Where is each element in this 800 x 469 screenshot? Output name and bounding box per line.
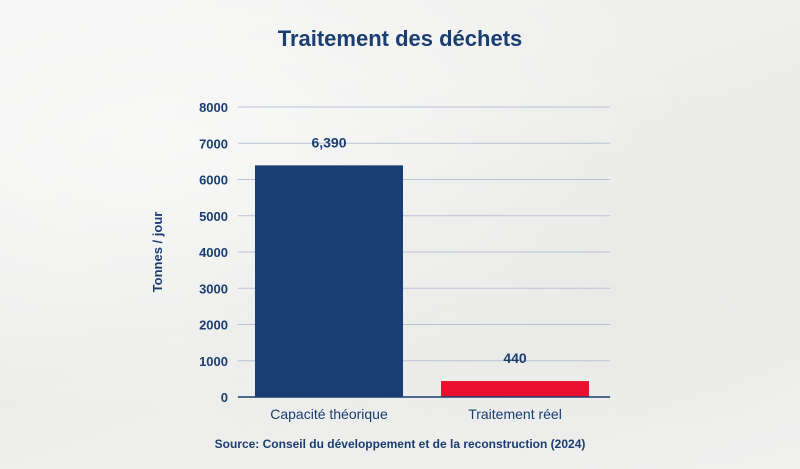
bar: [441, 381, 589, 397]
data-label: 6,390: [311, 134, 346, 150]
bars: [255, 165, 589, 397]
bar: [255, 165, 403, 397]
y-axis-title: Tonnes / jour: [150, 212, 165, 293]
y-tick-label: 8000: [199, 100, 228, 115]
y-tick-label: 3000: [199, 281, 228, 296]
data-label: 440: [503, 350, 527, 366]
y-axis-ticks: 0 1000 2000 3000 4000 5000 6000 7000 8000: [199, 100, 228, 405]
y-tick-label: 0: [221, 390, 228, 405]
y-tick-label: 5000: [199, 209, 228, 224]
y-tick-label: 4000: [199, 245, 228, 260]
y-tick-label: 6000: [199, 173, 228, 188]
data-labels: 6,390 440: [311, 134, 526, 366]
category-label: Traitement réel: [468, 406, 562, 422]
x-axis-categories: Capacité théorique Traitement réel: [270, 406, 562, 422]
category-label: Capacité théorique: [270, 406, 388, 422]
y-tick-label: 1000: [199, 354, 228, 369]
y-tick-label: 2000: [199, 318, 228, 333]
y-tick-label: 7000: [199, 136, 228, 151]
source-note: Source: Conseil du développement et de l…: [214, 437, 586, 451]
chart-title: Traitement des déchets: [277, 26, 523, 51]
